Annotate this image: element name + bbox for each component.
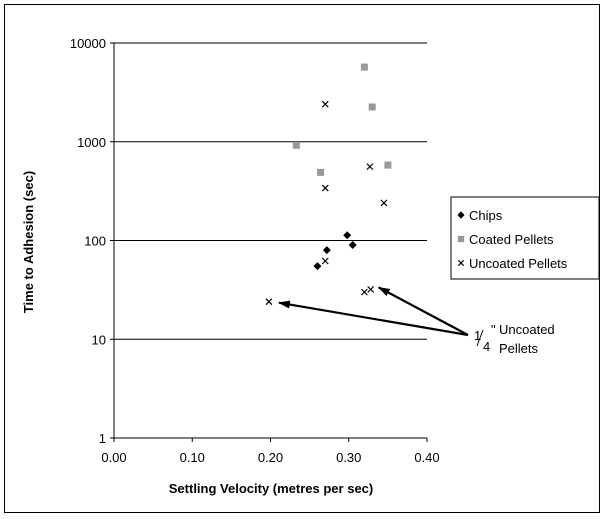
y-tick-label: 10000 bbox=[70, 36, 106, 51]
x-tick-label: 0.20 bbox=[258, 450, 283, 465]
data-point-square bbox=[292, 141, 300, 149]
legend: Chips Coated Pellets Uncoated Pellets bbox=[450, 196, 600, 280]
x-tick-label: 0.00 bbox=[101, 450, 126, 465]
annotation-line2: Pellets bbox=[499, 341, 539, 356]
tick-labels: 1 10 100 1000 10000 0.00 0.10 0.20 0.30 0.40 bbox=[70, 36, 440, 465]
legend-label: Coated Pellets bbox=[469, 232, 554, 247]
x-axis-title: Settling Velocity (metres per sec) bbox=[169, 481, 373, 496]
legend-marker-square bbox=[457, 235, 465, 243]
data-point-square bbox=[360, 63, 368, 71]
y-axis-title: Time to Adhesion (sec) bbox=[21, 171, 36, 313]
y-tick-label: 100 bbox=[84, 234, 106, 249]
legend-label: Uncoated Pellets bbox=[469, 256, 568, 271]
y-tick-label: 10 bbox=[92, 332, 106, 347]
data-point-x bbox=[321, 257, 329, 265]
annotation: 14" Uncoated Pellets bbox=[277, 286, 555, 356]
data-point-diamond bbox=[322, 246, 331, 255]
annotation-arrow bbox=[277, 300, 469, 337]
y-tick-label: 1 bbox=[99, 431, 106, 446]
legend-label: Chips bbox=[469, 208, 503, 223]
data-point-x bbox=[321, 100, 329, 108]
data-point-x bbox=[321, 184, 329, 192]
annotation-fraction-denominator: 4 bbox=[483, 339, 490, 354]
annotation-arrow bbox=[377, 286, 469, 336]
data-point-x bbox=[367, 285, 375, 293]
data-point-x bbox=[265, 298, 273, 306]
data-point-diamond bbox=[313, 262, 322, 271]
data-point-square bbox=[317, 168, 325, 176]
annotation-fraction-slash bbox=[476, 329, 484, 347]
annotation-line1: Uncoated bbox=[499, 322, 555, 337]
data-point-x bbox=[366, 163, 374, 171]
axes bbox=[110, 42, 428, 442]
legend-marker-diamond bbox=[457, 211, 465, 219]
grid-lines bbox=[114, 42, 427, 340]
legend-box bbox=[450, 196, 600, 280]
annotation-inch-mark: " bbox=[491, 322, 496, 337]
data-point-x bbox=[360, 288, 368, 296]
y-tick-label: 1000 bbox=[77, 135, 106, 150]
data-point-square bbox=[368, 103, 376, 111]
data-points bbox=[265, 63, 392, 306]
x-tick-label: 0.10 bbox=[180, 450, 205, 465]
x-tick-label: 0.40 bbox=[414, 450, 439, 465]
annotation-fraction-numerator: 1 bbox=[474, 328, 481, 343]
x-tick-label: 0.30 bbox=[336, 450, 361, 465]
legend-marker-x bbox=[457, 259, 465, 267]
data-point-diamond bbox=[343, 231, 352, 240]
data-point-diamond bbox=[348, 241, 357, 250]
data-point-x bbox=[380, 199, 388, 207]
data-point-square bbox=[384, 161, 392, 169]
